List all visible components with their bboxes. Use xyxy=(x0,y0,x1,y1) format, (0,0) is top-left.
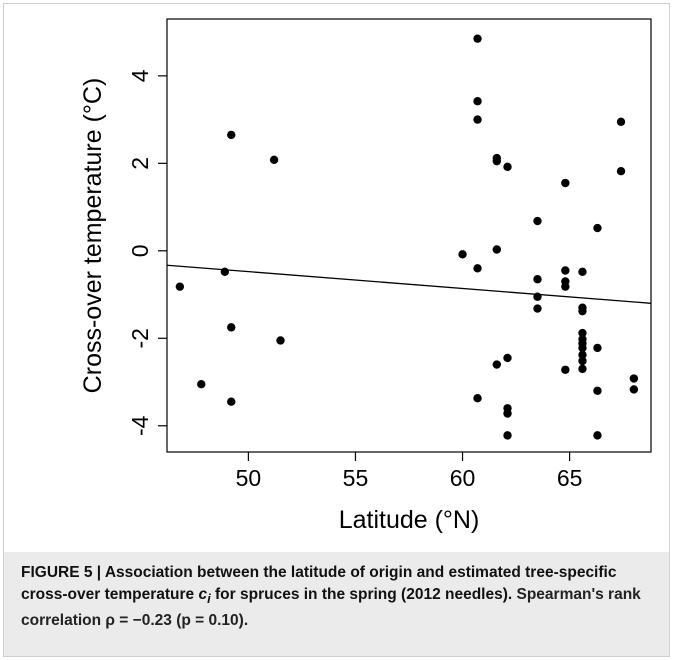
data-point xyxy=(593,223,602,233)
data-point xyxy=(578,267,587,277)
data-point xyxy=(503,431,512,440)
y-tick-label: 4 xyxy=(127,69,153,82)
data-point xyxy=(533,216,542,226)
x-tick-label: 60 xyxy=(450,465,476,491)
data-point xyxy=(220,267,230,277)
data-point xyxy=(616,117,626,126)
data-point xyxy=(561,178,570,188)
figure-frame xyxy=(3,3,670,657)
data-point xyxy=(578,350,587,360)
data-point xyxy=(533,304,542,313)
data-point xyxy=(197,380,206,389)
caption-symbol: ci xyxy=(198,586,211,607)
data-point xyxy=(593,431,602,440)
data-point xyxy=(578,343,587,353)
data-point xyxy=(593,386,602,395)
x-tick-label: 55 xyxy=(343,465,369,491)
figure-caption: FIGURE 5 | Association between the latit… xyxy=(4,552,669,656)
data-point xyxy=(578,364,587,374)
scatter-plot: 50 55 60 65 4 2 0 -2 -4 Latitude (°N) Cross-ove… xyxy=(79,18,652,534)
data-point xyxy=(473,264,482,273)
x-axis: 50 55 60 65 xyxy=(236,451,583,491)
data-point xyxy=(473,34,482,43)
caption-title-tail: for spruces in the spring (2012 needles)… xyxy=(215,586,513,603)
y-axis: 4 2 0 -2 -4 xyxy=(127,69,168,436)
caption-stats: Spearman's rank correlation ρ = −0.23 (p… xyxy=(21,586,641,630)
y-axis-label: Cross-over temperature (°C) xyxy=(79,78,107,394)
data-points xyxy=(175,34,639,440)
data-point xyxy=(593,343,602,353)
data-point xyxy=(629,385,639,394)
y-tick-label: -4 xyxy=(127,415,153,436)
y-tick-label: -2 xyxy=(127,328,153,348)
plot-area-border xyxy=(166,18,652,453)
data-point xyxy=(492,360,502,369)
x-axis-label: Latitude (°N) xyxy=(339,506,480,534)
data-point xyxy=(561,365,570,374)
data-point xyxy=(578,328,587,338)
data-point xyxy=(578,306,587,316)
data-point xyxy=(492,245,502,254)
data-point xyxy=(276,336,285,345)
data-point xyxy=(629,374,639,383)
data-point xyxy=(503,162,512,172)
y-tick-label: 2 xyxy=(127,157,153,170)
data-point xyxy=(503,409,512,418)
data-point xyxy=(561,266,570,275)
data-point xyxy=(473,115,482,124)
data-point xyxy=(269,155,279,165)
data-point xyxy=(227,130,236,140)
data-point xyxy=(533,275,542,284)
data-point xyxy=(473,394,482,403)
caption-title-text: FIGURE 5 | Association between the latit… xyxy=(21,564,617,603)
regression-line xyxy=(166,264,652,304)
caption-symbol-base: c xyxy=(198,586,208,603)
data-point xyxy=(492,156,502,166)
caption-title: FIGURE 5 | Association between the latit… xyxy=(21,562,657,632)
y-tick-label: 0 xyxy=(127,244,153,257)
data-point xyxy=(503,353,512,363)
data-point xyxy=(578,356,587,366)
data-point xyxy=(616,167,626,176)
data-point xyxy=(473,97,482,106)
data-point xyxy=(458,250,467,259)
data-point xyxy=(175,282,185,291)
data-point xyxy=(561,282,570,291)
caption-symbol-sub: i xyxy=(207,591,211,607)
x-tick-label: 65 xyxy=(557,465,583,491)
x-tick-label: 50 xyxy=(236,465,262,491)
data-point xyxy=(227,397,236,406)
data-point xyxy=(227,323,236,332)
